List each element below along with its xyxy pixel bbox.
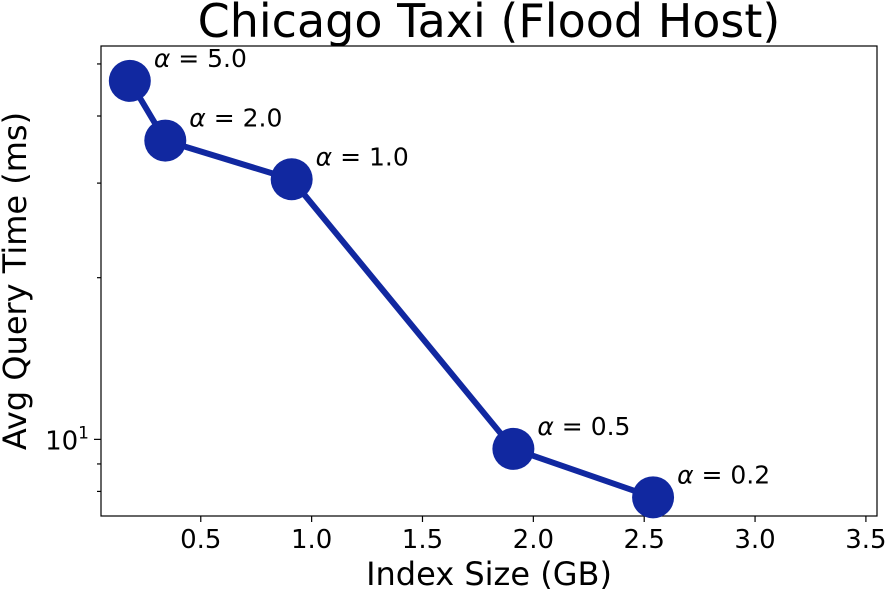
plot-frame bbox=[100, 45, 878, 517]
point-label-symbol: α bbox=[316, 142, 333, 171]
data-point bbox=[108, 59, 151, 102]
point-label-symbol: α bbox=[189, 104, 206, 133]
y-tick-label: 101 bbox=[45, 423, 89, 456]
x-tick-label: 3.5 bbox=[845, 525, 886, 555]
y-tick-base: 10 bbox=[45, 426, 78, 456]
point-label-value: = 2.0 bbox=[206, 104, 283, 133]
point-label-value: = 1.0 bbox=[332, 142, 409, 171]
x-axis-label: Index Size (GB) bbox=[366, 555, 612, 592]
point-label: α = 5.0 bbox=[154, 44, 247, 73]
point-label-symbol: α bbox=[677, 460, 694, 489]
y-axis: 101 bbox=[45, 63, 101, 493]
data-point bbox=[270, 158, 313, 201]
point-label-symbol: α bbox=[537, 412, 554, 441]
chart-title: Chicago Taxi (Flood Host) bbox=[198, 0, 781, 48]
x-tick-label: 3.0 bbox=[734, 525, 775, 555]
point-label-value: = 5.0 bbox=[170, 44, 247, 73]
point-label: α = 0.5 bbox=[537, 412, 630, 441]
x-axis: 0.5 1.0 1.5 2.0 2.5 3.0 3.5 bbox=[180, 516, 887, 555]
point-label: α = 2.0 bbox=[189, 104, 282, 133]
x-tick-label: 0.5 bbox=[180, 525, 221, 555]
point-label-value: = 0.2 bbox=[694, 460, 771, 489]
x-tick-label: 2.0 bbox=[513, 525, 554, 555]
point-label: α = 0.2 bbox=[677, 460, 770, 489]
x-tick-label: 1.5 bbox=[402, 525, 443, 555]
x-tick-label: 2.5 bbox=[624, 525, 665, 555]
data-point bbox=[492, 427, 535, 470]
series: α = 5.0α = 2.0α = 1.0α = 0.5α = 0.2 bbox=[108, 44, 770, 519]
data-point bbox=[632, 476, 675, 519]
point-label: α = 1.0 bbox=[316, 142, 409, 171]
data-point bbox=[144, 119, 187, 162]
point-label-value: = 0.5 bbox=[554, 412, 631, 441]
x-tick-label: 1.0 bbox=[291, 525, 332, 555]
y-axis-label: Avg Query Time (ms) bbox=[0, 112, 34, 450]
point-label-symbol: α bbox=[154, 44, 171, 73]
y-tick-exponent: 1 bbox=[78, 423, 89, 443]
